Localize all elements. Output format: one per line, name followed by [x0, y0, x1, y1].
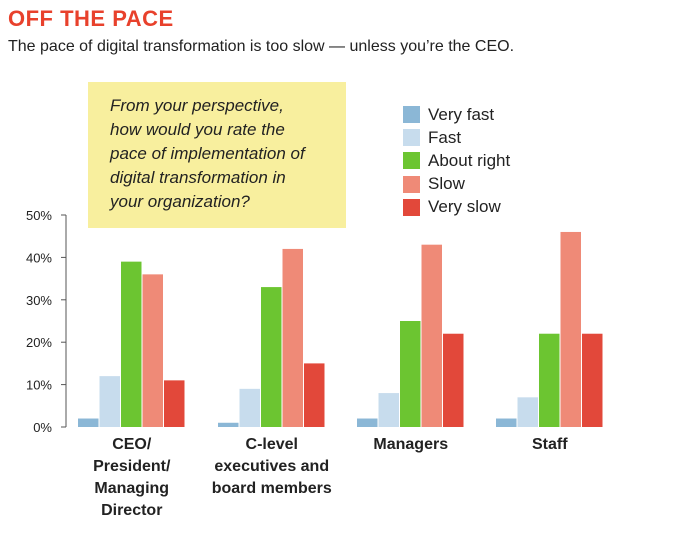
legend-label: Very fast	[428, 104, 495, 124]
x-category-label: Staff	[488, 434, 612, 456]
legend-label: Fast	[428, 127, 462, 147]
bar-about-right	[539, 333, 560, 427]
legend-swatch	[403, 106, 420, 124]
bar-very-slow	[443, 333, 464, 427]
x-category-label-line: Managing	[94, 480, 170, 497]
bar-very-slow	[164, 380, 185, 427]
legend-swatch	[403, 198, 420, 216]
x-category-label-line: Managers	[373, 436, 449, 453]
x-category-label: C-level executives and board members	[210, 434, 334, 500]
y-tick-label: 50%	[26, 208, 52, 223]
x-category-label: CEO/President/Managing Director	[70, 434, 194, 522]
legend-item: Very fast	[403, 103, 510, 126]
legend-item: Slow	[403, 173, 510, 196]
y-tick-label: 20%	[26, 335, 52, 350]
bar-fast	[517, 397, 538, 427]
x-category-label-line: board members	[211, 480, 332, 497]
question-box: From your perspective, how would you rat…	[88, 82, 346, 228]
question-line: your organization?	[110, 192, 250, 211]
bar-slow	[282, 248, 303, 427]
x-category-label-line: Director	[101, 502, 163, 519]
bar-slow	[560, 231, 581, 427]
legend-item: Very slow	[403, 196, 510, 219]
chart-legend: Very fast Fast About right Slow Very slow	[403, 103, 510, 219]
y-tick-label: 30%	[26, 293, 52, 308]
legend-swatch	[403, 152, 420, 170]
legend-label: About right	[428, 150, 511, 170]
bar-about-right	[400, 321, 421, 427]
bar-about-right	[261, 287, 282, 427]
question-line: digital transformation in	[110, 168, 286, 187]
bar-very-fast	[218, 422, 239, 427]
chart-subtitle: The pace of digital transformation is to…	[8, 38, 515, 55]
bar-slow	[421, 244, 442, 427]
x-category-label-line: CEO/	[112, 436, 152, 453]
x-category-label: Managers	[349, 434, 473, 456]
question-line: pace of implementation of	[110, 144, 305, 163]
legend-swatch	[403, 129, 420, 147]
bar-very-fast	[496, 418, 517, 427]
bar-about-right	[121, 261, 142, 427]
bar-fast	[239, 388, 260, 427]
legend-label: Slow	[428, 174, 465, 194]
bar-fast	[378, 393, 399, 427]
x-category-label-line: President/	[93, 458, 171, 475]
y-tick-label: 10%	[26, 378, 52, 393]
legend-label: Very slow	[428, 197, 501, 217]
y-tick-label: 40%	[26, 250, 52, 265]
x-category-label-line: executives and	[214, 458, 330, 475]
bar-very-slow	[582, 333, 603, 427]
bar-very-slow	[304, 363, 325, 427]
bar-fast	[99, 376, 120, 427]
legend-item: Fast	[403, 126, 510, 149]
x-category-label-line: Staff	[531, 436, 568, 453]
bar-very-fast	[357, 418, 378, 427]
bar-very-fast	[78, 418, 99, 427]
y-tick-label: 0%	[33, 420, 52, 435]
question-line: From your perspective,	[110, 96, 284, 115]
x-category-label-line: C-level	[245, 436, 298, 453]
bar-slow	[142, 274, 163, 427]
legend-swatch	[403, 175, 420, 193]
chart-title: OFF THE PACE	[8, 6, 174, 31]
legend-item: About right	[403, 149, 510, 172]
question-line: how would you rate the	[110, 120, 285, 139]
